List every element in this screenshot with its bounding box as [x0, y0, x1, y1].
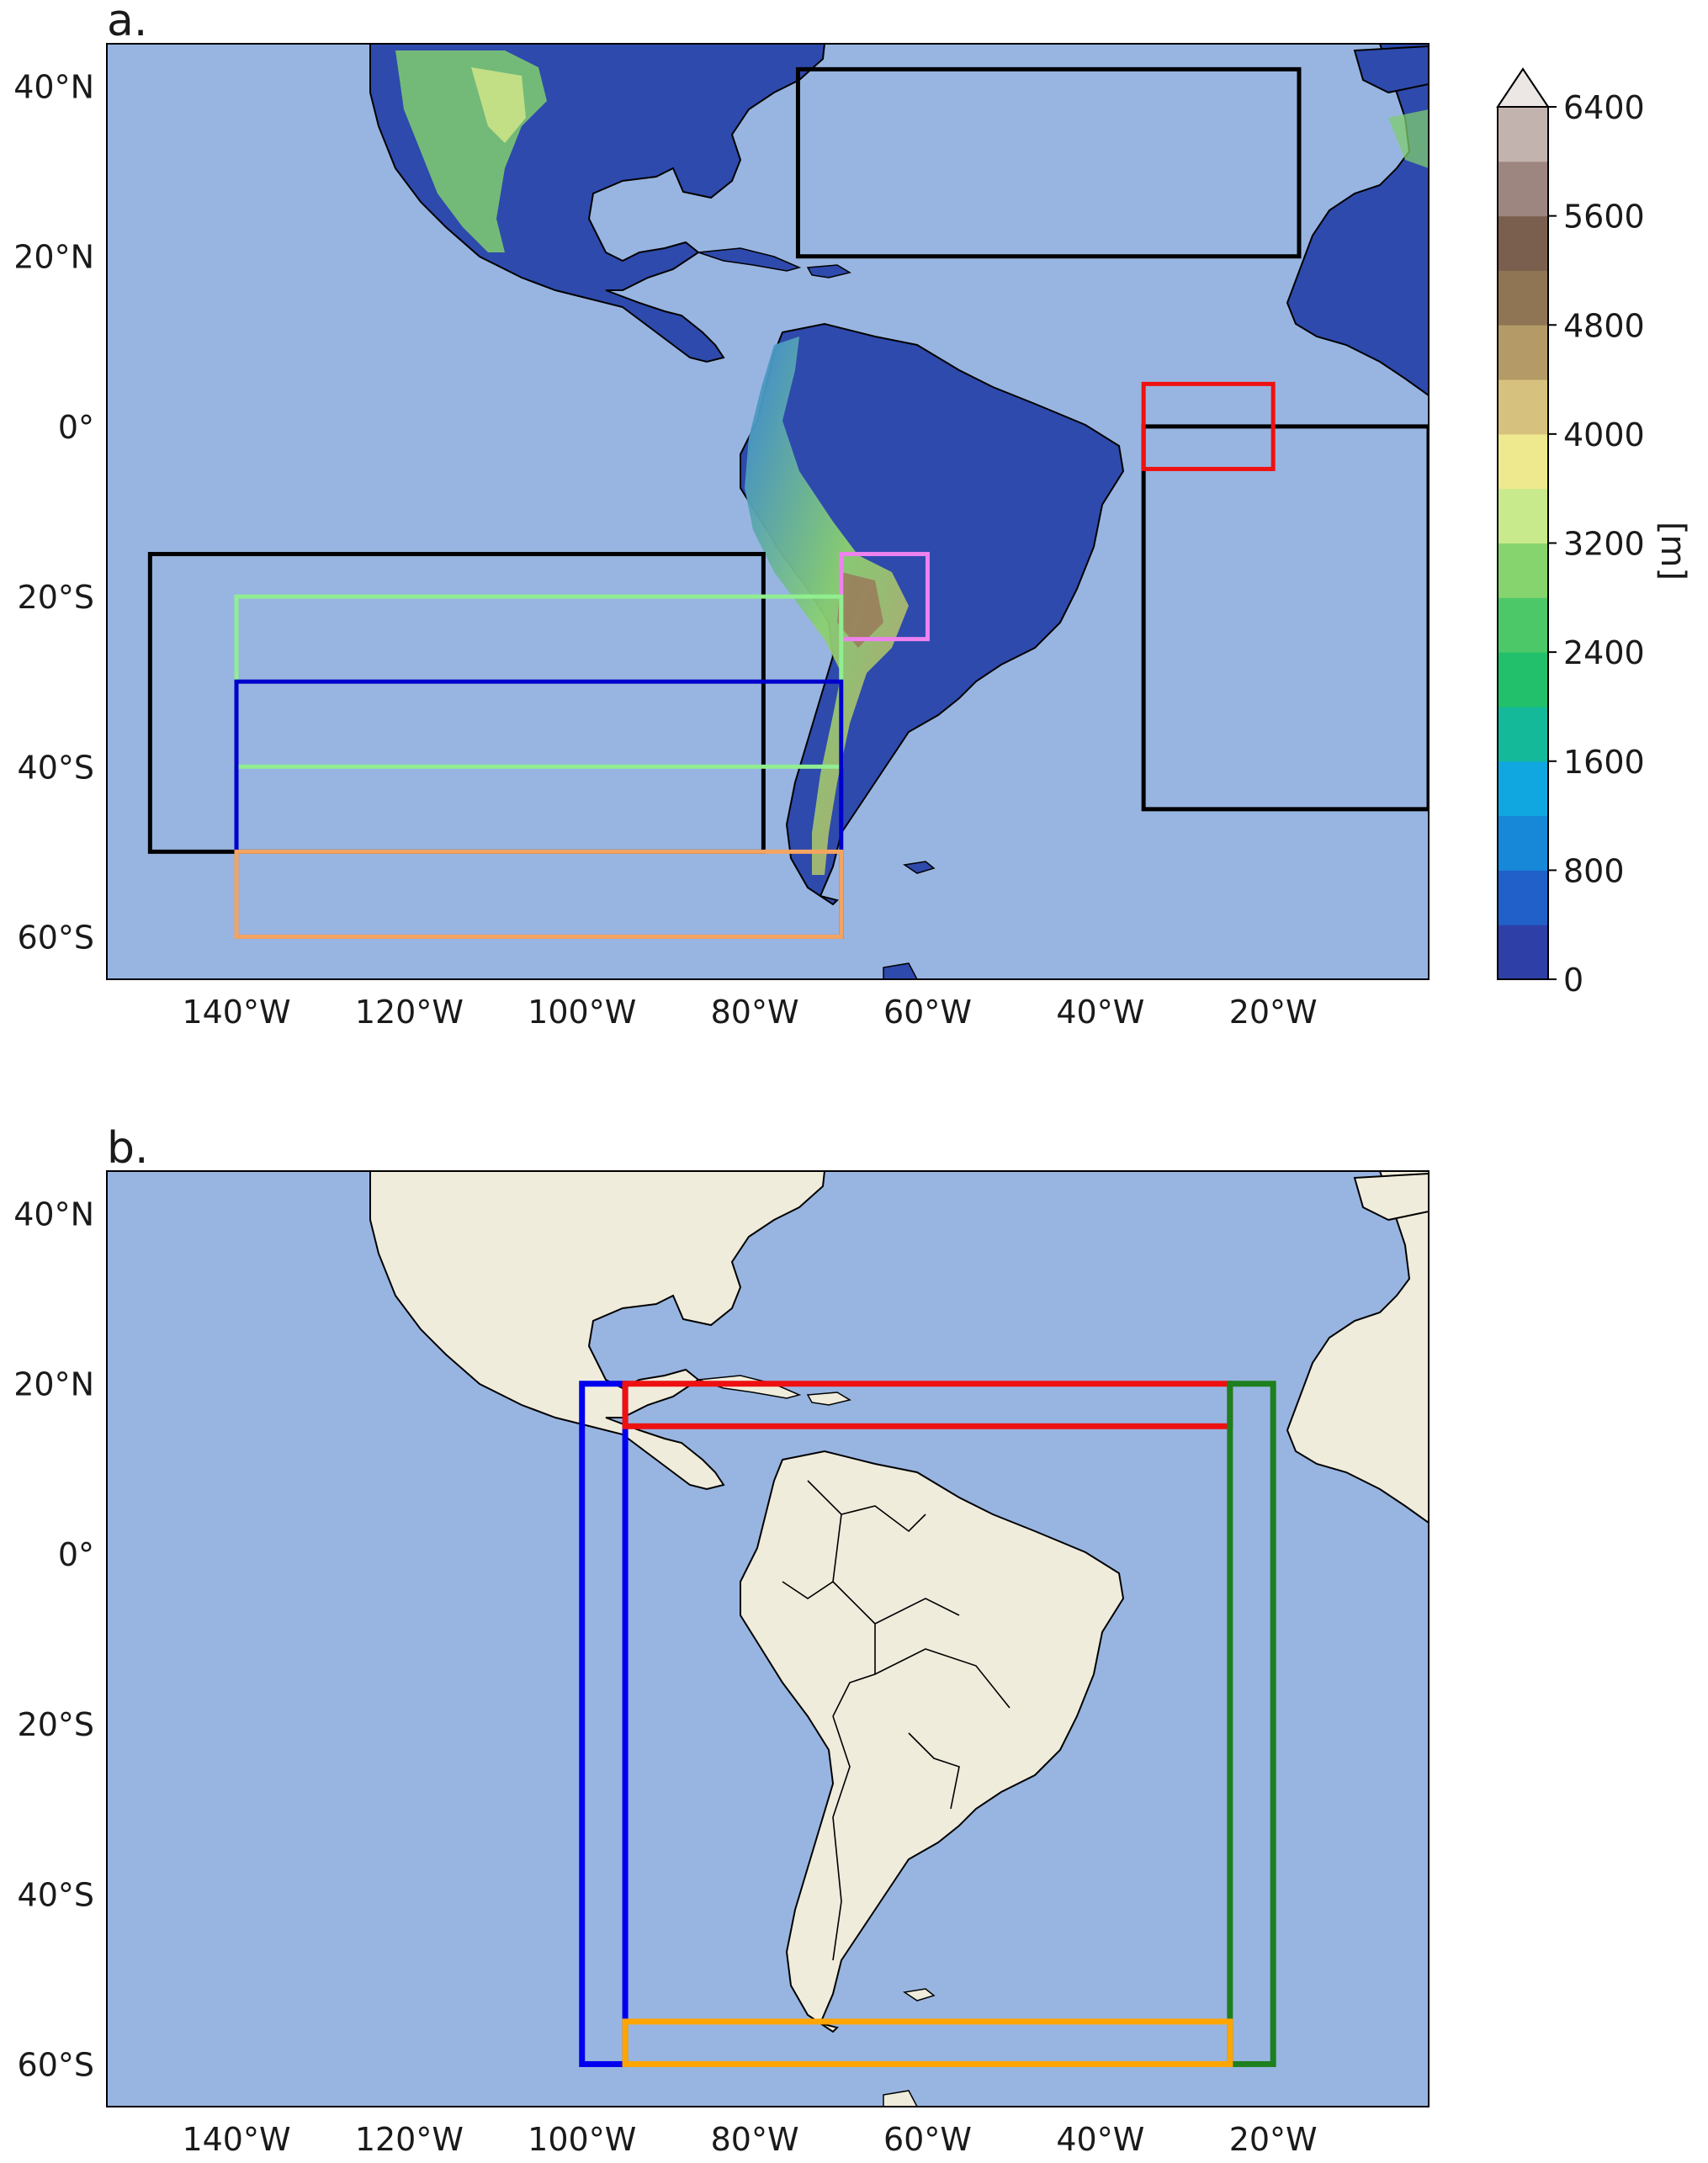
panel-a-latitude-ticks: 40°N 20°N 0° 20°S 40°S 60°S [13, 69, 94, 957]
lon-tick-label: 140°W [182, 994, 290, 1031]
colorbar-segment [1498, 652, 1548, 708]
panel-b-latitude-ticks: 40°N 20°N 0° 20°S 40°S 60°S [13, 1196, 94, 2084]
lat-tick-label: 20°N [13, 1366, 94, 1403]
colorbar-tick-label: 4000 [1563, 416, 1645, 453]
panel-a-longitude-ticks: 140°W 120°W 100°W 80°W 60°W 40°W 20°W [182, 994, 1317, 1031]
colorbar-segment [1498, 706, 1548, 762]
lon-tick-label: 140°W [182, 2121, 290, 2158]
colorbar-segment [1498, 870, 1548, 925]
region-box-a-3 [1141, 381, 1276, 471]
panel-b-longitude-ticks: 140°W 120°W 100°W 80°W 60°W 40°W 20°W [182, 2121, 1317, 2158]
colorbar-tick-label: 2400 [1563, 634, 1645, 671]
antarctic-peninsula [883, 962, 918, 979]
lat-tick-label: 40°N [13, 1196, 94, 1233]
colorbar-segment [1498, 107, 1548, 162]
country-borders-b [782, 1480, 1010, 1961]
colorbar-segment [1498, 433, 1548, 490]
colorbar-segment [1498, 925, 1548, 980]
colorbar-tick-label: 4800 [1563, 307, 1645, 344]
region-box-a-1 [1141, 424, 1429, 812]
lat-tick-label: 40°S [18, 1876, 94, 1913]
lon-tick-label: 20°W [1229, 2121, 1318, 2158]
lon-tick-label: 80°W [711, 2121, 799, 2158]
antarctic-peninsula-b [883, 2090, 918, 2107]
falkland-islands [902, 861, 936, 874]
region-box-b-0 [579, 1381, 629, 2067]
colorbar-segment [1498, 215, 1548, 271]
panel-b-frame [106, 1170, 1430, 2107]
region-box-a-7 [234, 849, 844, 939]
panel-a-frame [106, 43, 1430, 980]
lon-tick-label: 120°W [355, 2121, 464, 2158]
colorbar-tick-label: 3200 [1563, 526, 1645, 563]
panel-a-region-boxes [147, 66, 1429, 939]
africa-land-b [1286, 1171, 1429, 1524]
lat-tick-label: 20°S [18, 1706, 94, 1743]
panel-b-land [369, 1171, 1429, 2107]
panel-a-land [369, 44, 1429, 979]
colorbar-tick-label: 0 [1563, 962, 1583, 999]
hispaniola [806, 264, 851, 278]
north-america-land-b [369, 1171, 826, 1491]
south-america-land-b [740, 1450, 1125, 2033]
region-box-a-0 [795, 66, 1302, 259]
mexico-plateau [471, 67, 526, 143]
lat-tick-label: 20°N [13, 239, 94, 276]
colorbar-segment [1498, 379, 1548, 435]
lat-tick-label: 40°N [13, 69, 94, 106]
lat-tick-label: 0° [58, 409, 94, 446]
andes-range [745, 337, 909, 875]
iberia-land-b [1353, 1172, 1429, 1222]
lat-tick-label: 40°S [18, 749, 94, 786]
lat-tick-label: 0° [58, 1536, 94, 1573]
panel-b-label: b. [107, 1123, 149, 1174]
cuba [698, 247, 802, 272]
panel-a-label: a. [107, 0, 147, 46]
colorbar-segment [1498, 488, 1548, 543]
colorbar-segment [1498, 761, 1548, 817]
colorbar-segment [1498, 161, 1548, 217]
colorbar-tick-label: 1600 [1563, 744, 1645, 781]
colorbar-tick-label: 800 [1563, 852, 1625, 889]
colorbar-segment [1498, 597, 1548, 653]
africa-highlands [1388, 109, 1429, 168]
lon-tick-label: 60°W [883, 994, 972, 1031]
lat-tick-label: 60°S [18, 919, 94, 956]
iberia-land [1353, 45, 1429, 94]
lon-tick-label: 100°W [528, 2121, 636, 2158]
altiplano [837, 572, 883, 648]
colorbar-segment [1498, 270, 1548, 326]
lon-tick-label: 80°W [711, 994, 799, 1031]
elevation-colorbar: 0 800 1600 2400 3200 4000 4800 5600 6400 [1496, 67, 1645, 999]
lon-tick-label: 100°W [528, 994, 636, 1031]
region-box-b-2 [1227, 1381, 1276, 2067]
lat-tick-label: 20°S [18, 579, 94, 616]
hispaniola-b [806, 1392, 851, 1406]
panel-a-elevation-map: a. 40°N 20°N 0° 20°S 40°S 60°S [13, 0, 1692, 1031]
falkland-islands-b [902, 1988, 936, 2001]
colorbar-extend-arrow [1496, 67, 1550, 108]
lon-tick-label: 120°W [355, 994, 464, 1031]
colorbar-segment [1498, 815, 1548, 871]
lat-tick-label: 60°S [18, 2046, 94, 2083]
panel-b-region-boxes [579, 1381, 1276, 2067]
lon-tick-label: 40°W [1056, 994, 1144, 1031]
colorbar-tick-label: 5600 [1563, 199, 1645, 236]
colorbar-unit-label: [m] [1653, 522, 1692, 581]
panel-b-boundary-map: b. 40°N 20°N 0° 20°S 40°S 60°S 140°W 120°W 100°… [13, 1123, 1430, 2158]
colorbar-segment [1498, 325, 1548, 380]
lon-tick-label: 40°W [1056, 2121, 1144, 2158]
colorbar-tick-label: 6400 [1563, 89, 1645, 126]
lon-tick-label: 20°W [1229, 994, 1318, 1031]
lon-tick-label: 60°W [883, 2121, 972, 2158]
colorbar-segment [1498, 543, 1548, 598]
region-box-b-3 [622, 2018, 1233, 2067]
